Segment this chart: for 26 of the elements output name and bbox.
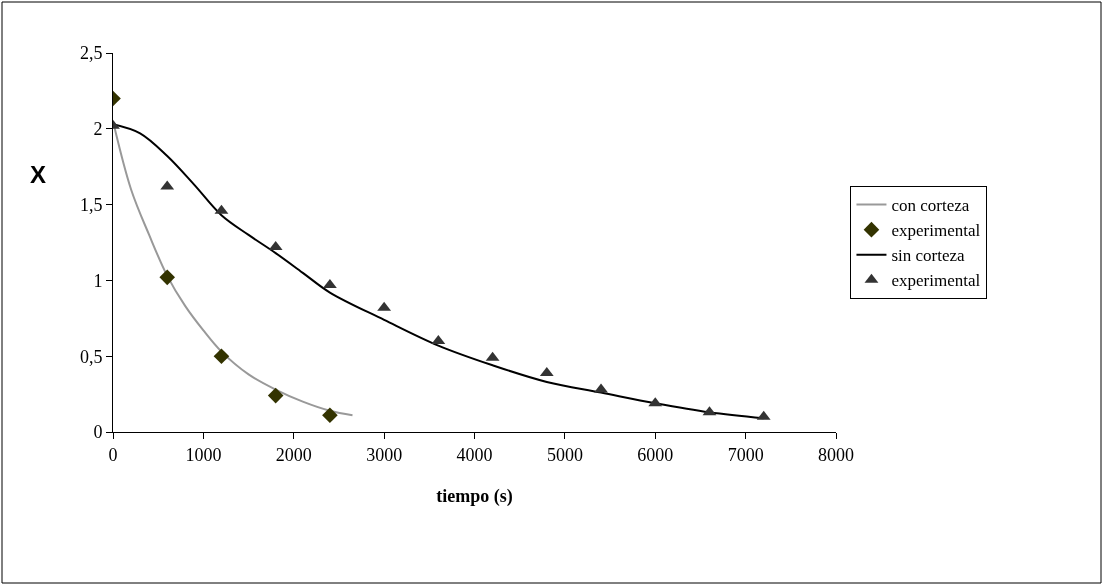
x-tick-label: 8000 (818, 444, 854, 465)
y-axis-title: X (30, 161, 47, 188)
point (267, 387, 284, 404)
x-tick-label: 0 (108, 444, 118, 465)
point (594, 383, 608, 393)
y-tick-label: 2,5 (79, 43, 103, 64)
x-tick-label: 5000 (546, 444, 583, 465)
x-axis-title: tiempo (s) (436, 485, 513, 507)
x-tick-label: 6000 (637, 444, 674, 465)
point (213, 348, 230, 364)
x-tick-label: 1000 (185, 444, 222, 465)
legend-label: experimental (891, 271, 981, 291)
point (322, 407, 338, 424)
x-tick-label: 2000 (275, 444, 312, 465)
x-tick-label: 3000 (366, 444, 403, 465)
legend-label: con corteza (891, 196, 970, 216)
legend-label: experimental (891, 221, 981, 241)
y-tick-label: 1 (93, 270, 103, 291)
y-tick-label: 0 (93, 422, 103, 443)
legend-label: sin corteza (891, 246, 966, 266)
y-tick-label: 2 (93, 119, 103, 140)
y-tick-label: 1,5 (79, 194, 103, 215)
point (159, 269, 176, 286)
y-tick-label: 0,5 (79, 346, 103, 367)
x-tick-label: 4000 (456, 444, 493, 465)
x-tick-label: 7000 (727, 444, 764, 465)
